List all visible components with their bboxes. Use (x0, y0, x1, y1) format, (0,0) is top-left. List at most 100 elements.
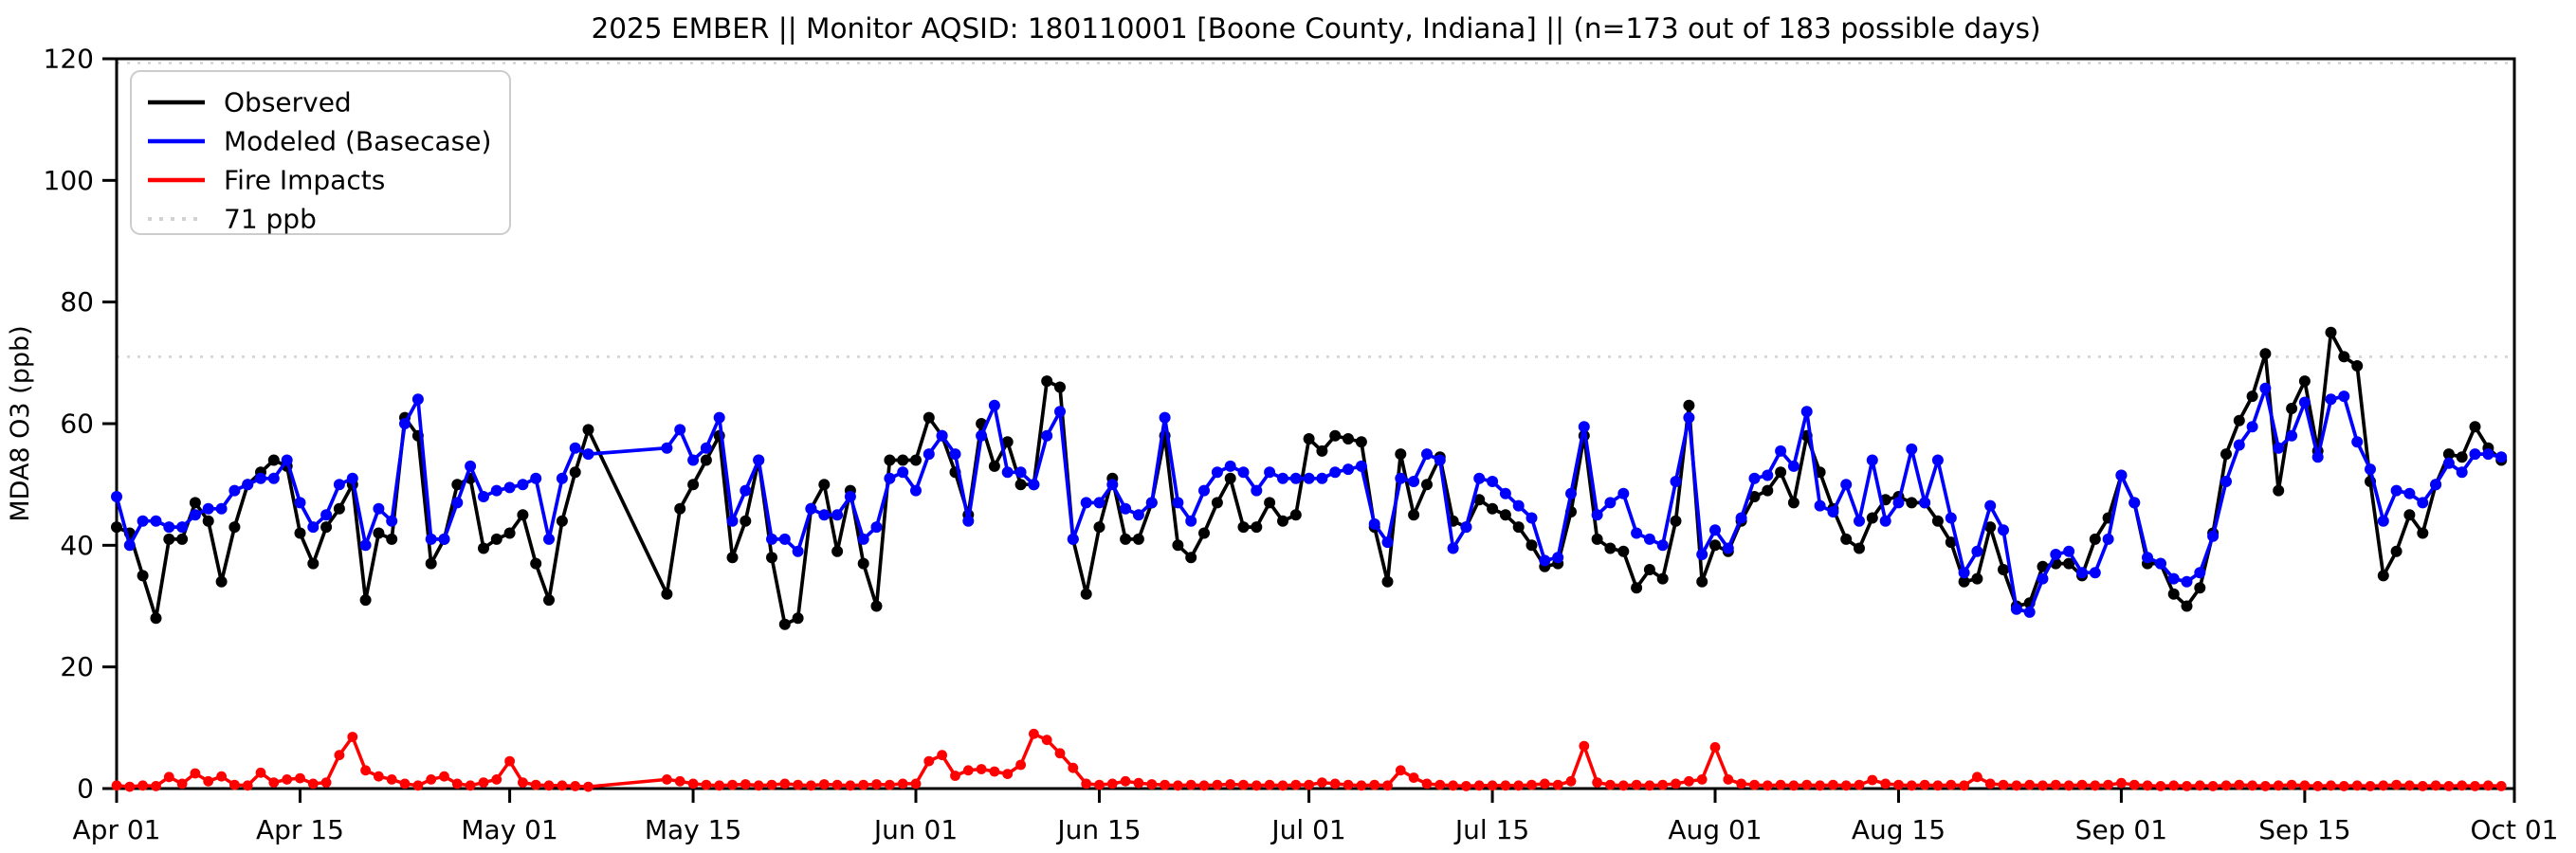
fire-impacts-series-marker (543, 780, 555, 791)
modeled-series-marker (687, 454, 700, 466)
fire-impacts-series-marker (1212, 779, 1223, 790)
observed-series-marker (373, 527, 385, 539)
modeled-series-marker (1277, 472, 1288, 484)
modeled-series-marker (215, 502, 228, 515)
fire-impacts-series-marker (282, 774, 293, 785)
modeled-series-marker (2102, 533, 2114, 545)
modeled-series-marker (2456, 466, 2468, 479)
observed-series-marker (1866, 512, 1878, 524)
fire-impacts-series-marker (1840, 780, 1852, 791)
observed-series-marker (530, 557, 542, 570)
modeled-series-marker (2351, 436, 2364, 448)
modeled-series-marker (753, 454, 765, 466)
fire-impacts-series-marker (2378, 780, 2389, 791)
observed-series-marker (582, 424, 594, 436)
fire-impacts-series-marker (1513, 780, 1525, 791)
modeled-series-marker (2167, 572, 2180, 585)
modeled-series-marker (2089, 567, 2101, 579)
modeled-series-marker (1526, 512, 1538, 524)
x-tick-label: Jun 15 (1055, 814, 1141, 845)
observed-series-marker (1264, 497, 1276, 509)
fire-impacts-series-marker (1448, 780, 1458, 791)
observed-series-marker (2181, 600, 2193, 612)
observed-series-marker (1132, 533, 1144, 545)
modeled-series-marker (870, 521, 883, 534)
observed-series-marker (1604, 542, 1617, 554)
modeled-series-marker (936, 429, 948, 442)
fire-impacts-series-marker (1815, 780, 1825, 791)
fire-impacts-series-marker (2142, 780, 2153, 791)
fire-impacts-series-marker (465, 780, 476, 791)
modeled-series-marker (1604, 497, 1617, 509)
y-tick-label: 100 (44, 165, 94, 196)
fire-impacts-series-marker (1709, 742, 1721, 753)
observed-series-marker (2167, 588, 2180, 600)
modeled-series-marker (1198, 484, 1210, 497)
observed-series-marker (870, 600, 883, 612)
plot-area: 0 20 40 60 80 100 120 Apr 01 Apr 15 May 01 May 15 J… (44, 44, 2559, 845)
observed-series-marker (910, 454, 922, 466)
y-tick-label: 0 (77, 773, 94, 805)
fire-impacts-series-marker (1343, 779, 1354, 790)
observed-series-marker (1041, 375, 1053, 388)
fire-impacts-series-marker (1473, 780, 1485, 791)
modeled-series-marker (359, 539, 372, 552)
modeled-series-marker (1224, 460, 1236, 472)
observed-series-marker (2456, 451, 2468, 463)
observed-series-marker (2325, 326, 2337, 338)
modeled-series-marker (1512, 499, 1525, 512)
observed-series-marker (2442, 448, 2455, 461)
fire-impacts-series-marker (111, 780, 122, 791)
fire-impacts-series-marker (1120, 775, 1131, 787)
observed-series-marker (2220, 448, 2232, 461)
modeled-series-marker (1185, 515, 1197, 527)
fire-impacts-series-marker (1029, 728, 1039, 739)
modeled-series-marker (478, 491, 489, 502)
modeled-series-marker (1329, 466, 1342, 479)
fire-impacts-series-marker (412, 780, 424, 791)
observed-series-marker (1343, 433, 1354, 445)
observed-series-marker (857, 557, 869, 570)
observed-series-marker (2089, 533, 2101, 545)
observed-series-marker (1329, 429, 1342, 442)
modeled-series-marker (1106, 479, 1119, 491)
fire-impacts-series-marker (1539, 778, 1550, 789)
fire-impacts-series-marker (399, 778, 411, 789)
fire-impacts-series-marker (1617, 780, 1629, 791)
observed-series-marker (2403, 509, 2416, 521)
modeled-series-marker (2233, 439, 2245, 451)
modeled-series-marker (1447, 542, 1459, 554)
fire-impacts-series-marker (2103, 779, 2114, 790)
modeled-series-marker (1159, 411, 1171, 424)
observed-series-marker (687, 479, 700, 491)
fire-impacts-series-marker (1684, 775, 1694, 787)
modeled-series-marker (1945, 512, 1957, 524)
observed-series-marker (2377, 570, 2389, 582)
modeled-series-marker (884, 472, 896, 484)
modeled-series-marker (923, 448, 935, 461)
observed-series-marker (2273, 484, 2285, 497)
observed-series-marker (1748, 491, 1761, 502)
fire-impacts-series-marker (2286, 779, 2297, 790)
fire-impacts-series-marker (1565, 775, 1577, 787)
observed-series-marker (294, 527, 306, 539)
modeled-series-marker (674, 424, 686, 436)
modeled-series-marker (123, 539, 136, 552)
observed-series-marker (386, 533, 398, 545)
modeled-series-marker (2365, 463, 2376, 476)
modeled-series-marker (726, 515, 739, 527)
modeled-series-marker (661, 442, 673, 454)
fire-impacts-series-marker (439, 771, 449, 782)
modeled-series-marker (1145, 497, 1158, 509)
modeled-series-marker (2142, 552, 2153, 564)
fire-impacts-series-marker (2326, 780, 2336, 791)
fire-impacts-series-marker (989, 766, 1000, 777)
y-tick-label: 60 (60, 408, 94, 440)
modeled-series-marker (333, 479, 345, 491)
fire-impacts-series-marker (1998, 779, 2009, 790)
observed-series-marker (1487, 502, 1499, 515)
fire-impacts-series-marker (1487, 780, 1498, 791)
modeled-series-marker (1237, 466, 1250, 479)
x-tick-label: May 01 (461, 814, 557, 845)
observed-series-marker (1054, 381, 1066, 393)
